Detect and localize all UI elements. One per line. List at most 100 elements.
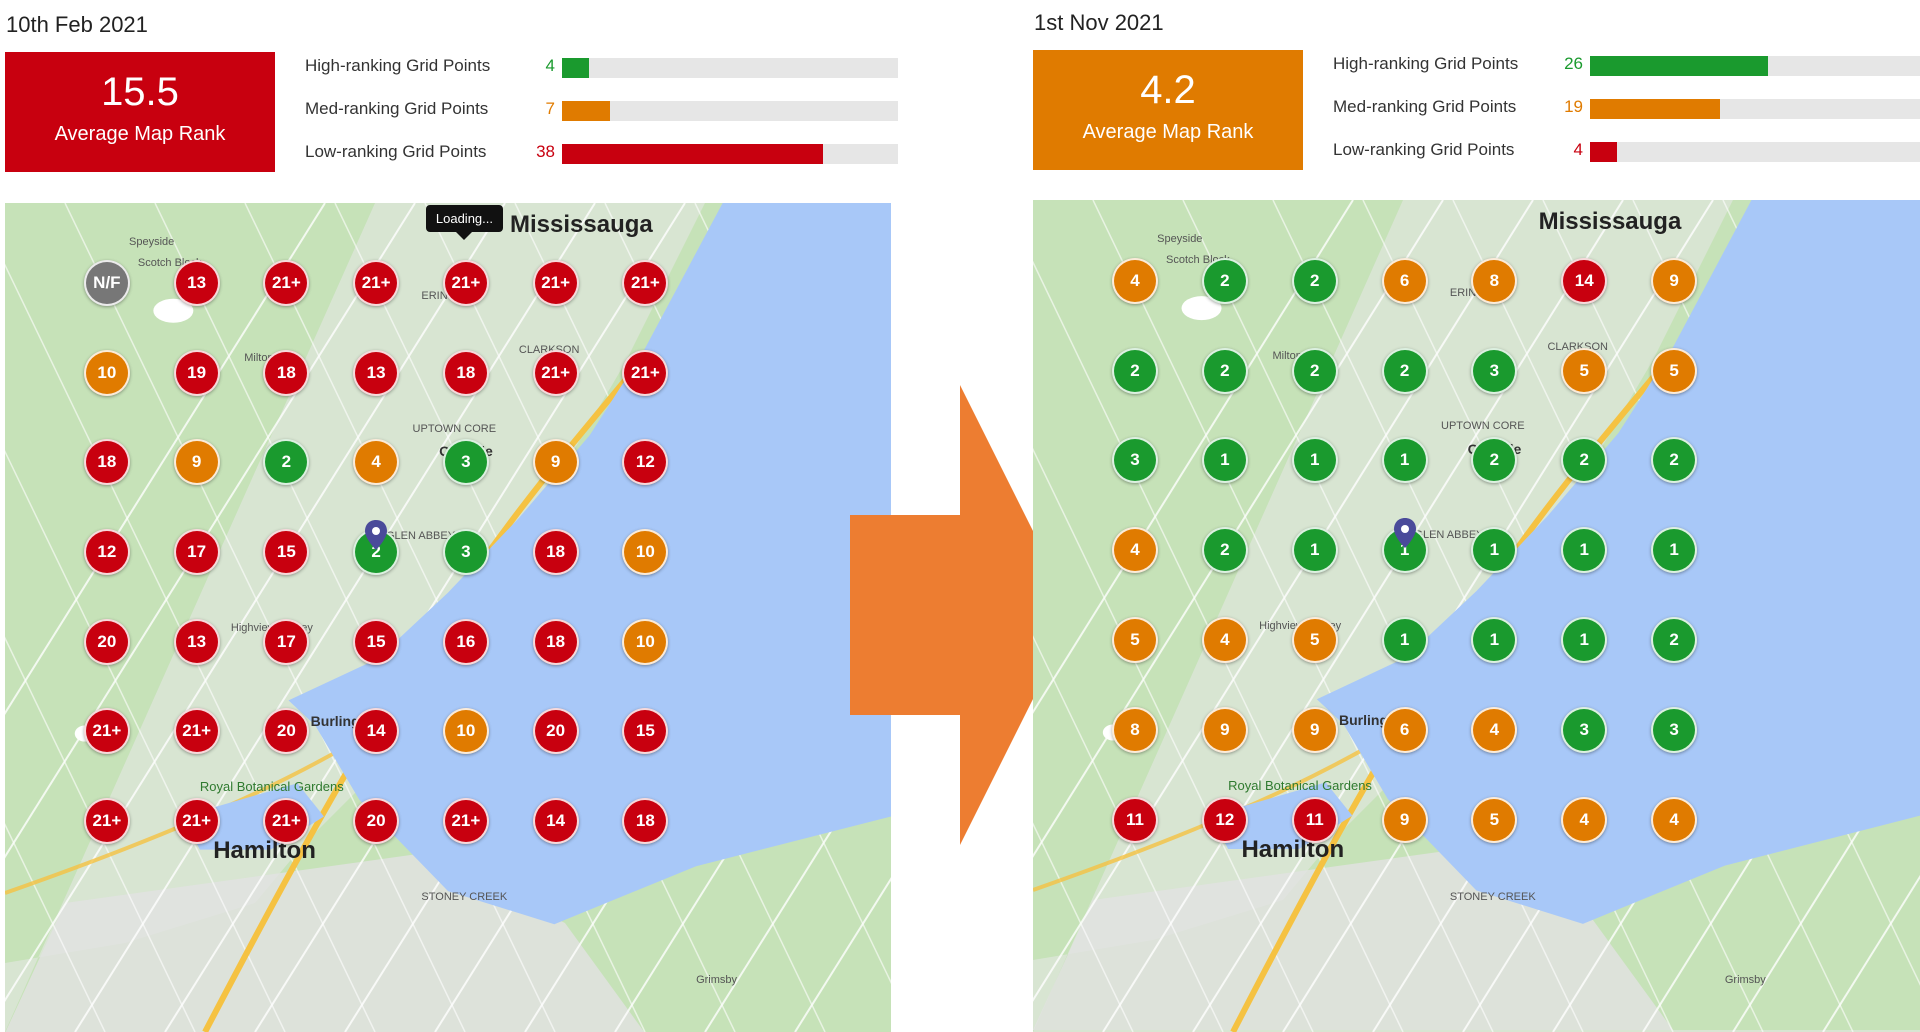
grid-point[interactable]: 15	[263, 529, 310, 575]
grid-point[interactable]: 9	[1201, 706, 1248, 753]
grid-point[interactable]: 4	[1651, 796, 1698, 843]
grid-point[interactable]: 20	[532, 708, 579, 755]
grid-point[interactable]: 18	[532, 618, 579, 665]
grid-point[interactable]: 4	[1112, 257, 1158, 304]
grid-point[interactable]: 1	[1561, 617, 1608, 664]
grid-point[interactable]: 21+	[83, 797, 130, 844]
grid-point[interactable]: 2	[1291, 257, 1338, 304]
grid-point[interactable]: 17	[173, 529, 220, 575]
grid-point[interactable]: 18	[622, 797, 669, 844]
grid-point[interactable]: 1	[1201, 437, 1248, 484]
grid-point[interactable]: 9	[1651, 257, 1698, 304]
grid-point[interactable]: 4	[1112, 527, 1158, 574]
grid-point[interactable]: 1	[1381, 437, 1428, 484]
grid-point[interactable]: 2	[1112, 347, 1158, 394]
grid-point[interactable]: 6	[1381, 706, 1428, 753]
grid-point[interactable]: 3	[442, 439, 489, 486]
grid-point[interactable]: 21+	[442, 797, 489, 844]
grid-point[interactable]: 8	[1112, 706, 1158, 753]
grid-point[interactable]: 10	[622, 618, 669, 665]
grid-point[interactable]: 2	[1651, 437, 1698, 484]
grid-point[interactable]: 4	[353, 439, 400, 486]
grid-point[interactable]: 21+	[532, 260, 579, 307]
grid-point[interactable]: 18	[83, 439, 130, 486]
grid-point[interactable]: 13	[353, 349, 400, 396]
grid-point[interactable]: 3	[1471, 347, 1518, 394]
grid-point[interactable]: 9	[1381, 796, 1428, 843]
grid-point[interactable]: 9	[1291, 706, 1338, 753]
grid-point[interactable]: 15	[353, 618, 400, 665]
grid-point[interactable]: 1	[1291, 527, 1338, 574]
grid-point[interactable]: 5	[1291, 617, 1338, 664]
grid-point[interactable]: 8	[1471, 257, 1518, 304]
grid-point[interactable]: 2	[1201, 527, 1248, 574]
grid-point[interactable]: 12	[622, 439, 669, 486]
grid-point[interactable]: 15	[622, 708, 669, 755]
after-map[interactable]: MississaugaOakvilleHamiltonBurlingtonMil…	[1033, 200, 1920, 1032]
grid-point[interactable]: 18	[263, 349, 310, 396]
grid-point[interactable]: 2	[1291, 347, 1338, 394]
grid-point[interactable]: 21+	[263, 797, 310, 844]
grid-point[interactable]: 5	[1112, 617, 1158, 664]
grid-point[interactable]: 10	[83, 349, 130, 396]
grid-point[interactable]: 1	[1291, 437, 1338, 484]
grid-point[interactable]: 20	[263, 708, 310, 755]
grid-point[interactable]: 2	[263, 439, 310, 486]
grid-point[interactable]: 1	[1471, 617, 1518, 664]
grid-point[interactable]: 20	[353, 797, 400, 844]
grid-point[interactable]: 21+	[263, 260, 310, 307]
grid-point[interactable]: 11	[1112, 796, 1158, 843]
grid-point[interactable]: 21+	[353, 260, 400, 307]
grid-point[interactable]: 11	[1291, 796, 1338, 843]
grid-point[interactable]: 1	[1651, 527, 1698, 574]
grid-point[interactable]: 18	[442, 349, 489, 396]
grid-point[interactable]: 21+	[83, 708, 130, 755]
grid-point[interactable]: 9	[173, 439, 220, 486]
grid-point[interactable]: 13	[173, 618, 220, 665]
grid-point[interactable]: 12	[1201, 796, 1248, 843]
grid-point[interactable]: 14	[532, 797, 579, 844]
grid-point[interactable]: 18	[532, 529, 579, 575]
grid-point[interactable]: 9	[532, 439, 579, 486]
grid-point[interactable]: 4	[1201, 617, 1248, 664]
grid-point[interactable]: 2	[1561, 437, 1608, 484]
grid-point[interactable]: 21+	[442, 260, 489, 307]
grid-point[interactable]: 12	[83, 529, 130, 575]
grid-point[interactable]: 10	[622, 529, 669, 575]
grid-point[interactable]: 6	[1381, 257, 1428, 304]
grid-point[interactable]: 3	[1112, 437, 1158, 484]
grid-point[interactable]: 14	[1561, 257, 1608, 304]
grid-point[interactable]: 1	[1381, 617, 1428, 664]
grid-point[interactable]: 3	[442, 529, 489, 575]
grid-point[interactable]: 5	[1561, 347, 1608, 394]
grid-point[interactable]: 21+	[622, 260, 669, 307]
grid-point[interactable]: 14	[353, 708, 400, 755]
grid-point[interactable]: 4	[1561, 796, 1608, 843]
before-low-bar-fill	[562, 144, 823, 164]
grid-point[interactable]: 16	[442, 618, 489, 665]
grid-point[interactable]: 21+	[173, 708, 220, 755]
grid-point[interactable]: 2	[1381, 347, 1428, 394]
grid-point[interactable]: 19	[173, 349, 220, 396]
grid-point[interactable]: 21+	[532, 349, 579, 396]
before-map[interactable]: MississaugaOakvilleHamiltonBurlingtonMil…	[5, 203, 891, 1032]
grid-point[interactable]: 5	[1651, 347, 1698, 394]
grid-point[interactable]: 2	[1201, 257, 1248, 304]
grid-point[interactable]: 13	[173, 260, 220, 307]
grid-point[interactable]: 1	[1561, 527, 1608, 574]
grid-point[interactable]: 2	[1201, 347, 1248, 394]
grid-point[interactable]: 17	[263, 618, 310, 665]
grid-point[interactable]: 21+	[622, 349, 669, 396]
grid-point[interactable]: N/F	[83, 260, 130, 307]
grid-point[interactable]: 2	[1651, 617, 1698, 664]
grid-point[interactable]: 5	[1471, 796, 1518, 843]
grid-point[interactable]: 2	[1471, 437, 1518, 484]
grid-point[interactable]: 1	[1471, 527, 1518, 574]
grid-point[interactable]: 21+	[173, 797, 220, 844]
grid-point[interactable]: 3	[1651, 706, 1698, 753]
map-background	[5, 203, 891, 1032]
grid-point[interactable]: 10	[442, 708, 489, 755]
grid-point[interactable]: 4	[1471, 706, 1518, 753]
grid-point[interactable]: 20	[83, 618, 130, 665]
grid-point[interactable]: 3	[1561, 706, 1608, 753]
